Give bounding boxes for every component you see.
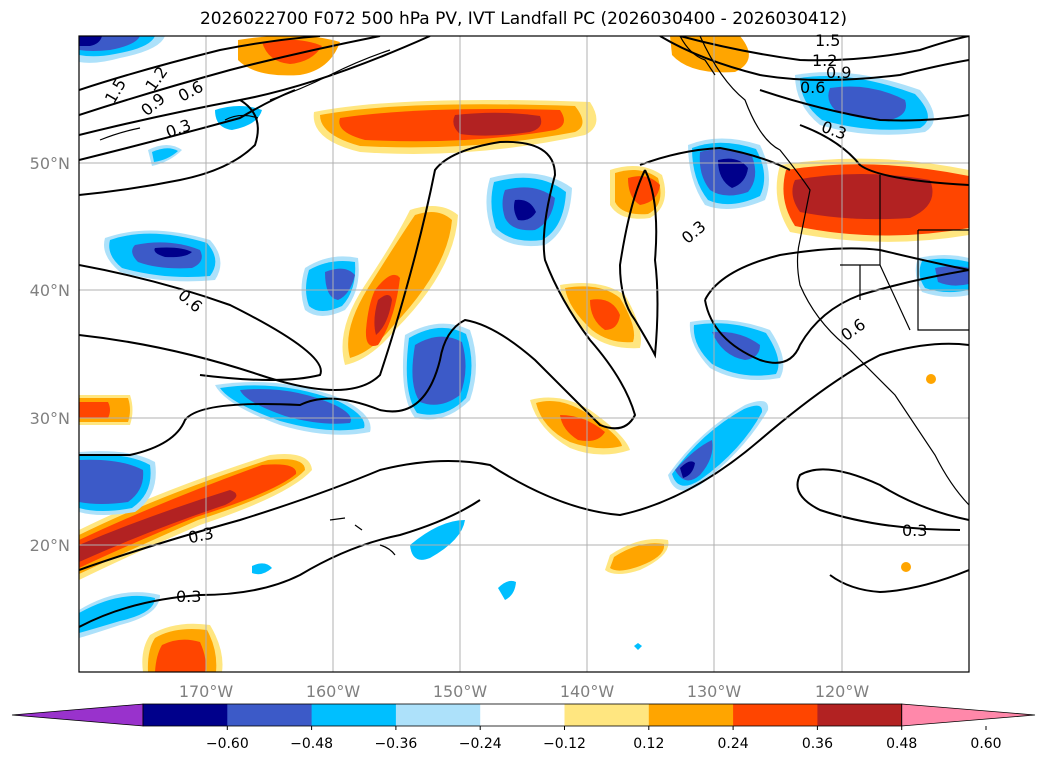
graticule	[79, 36, 969, 672]
colorbar-segment	[311, 704, 397, 726]
colorbar-segment	[395, 704, 481, 726]
colorbar: −0.60 −0.48 −0.36 −0.24 −0.12 0.12 0.24 0.36 0.4…	[11, 703, 1036, 752]
lon-label-130w: 130°W	[687, 682, 742, 701]
colorbar-tick-label: 0.60	[970, 736, 1001, 752]
map-frame	[78, 35, 970, 673]
colorbar-segment	[733, 704, 818, 726]
lat-label-50n: 50°N	[30, 154, 70, 173]
colorbar-segment	[817, 704, 903, 726]
lon-label-150w: 150°W	[433, 682, 488, 701]
colorbar-tick-label: 0.24	[718, 736, 749, 752]
colorbar-tick-label: −0.24	[459, 736, 502, 752]
contour-label: 0.3	[902, 521, 927, 540]
colorbar-extend-max	[901, 703, 1036, 727]
lat-label-30n: 30°N	[30, 409, 70, 428]
colorbar-segment	[480, 704, 565, 726]
contour-label: 0.6	[800, 78, 825, 97]
colorbar-segment	[648, 704, 734, 726]
colorbar-tick-label: −0.48	[290, 736, 333, 752]
colorbar-tick-label: −0.36	[374, 736, 417, 752]
lat-label-40n: 40°N	[30, 281, 70, 300]
coastlines	[99, 36, 969, 556]
colorbar-segment	[143, 704, 228, 726]
lon-label-160w: 160°W	[306, 682, 361, 701]
contour-label: 0.3	[186, 523, 215, 547]
contour-label: 1.2	[812, 51, 837, 70]
colorbar-segment	[227, 704, 313, 726]
contour-label: 1.5	[815, 31, 840, 50]
contour-label: 0.3	[176, 587, 201, 606]
lon-axis-labels: 170°W 160°W 150°W 140°W 130°W 120°W	[179, 682, 870, 701]
pv-contour-lines	[79, 36, 969, 628]
colorbar-tick-label: 0.12	[633, 736, 664, 752]
colorbar-tick-label: 0.36	[802, 736, 833, 752]
contour-label: 0.9	[826, 63, 851, 82]
lon-label-120w: 120°W	[815, 682, 870, 701]
lat-label-20n: 20°N	[30, 536, 70, 555]
lon-label-170w: 170°W	[179, 682, 234, 701]
lat-axis-labels: 50°N 40°N 30°N 20°N	[30, 154, 70, 555]
colorbar-segment	[564, 704, 650, 726]
colorbar-extend-min	[11, 703, 144, 727]
map-title: 2026022700 F072 500 hPa PV, IVT Landfall…	[199, 9, 847, 29]
pv-anomaly-fills	[79, 36, 969, 672]
colorbar-frame	[142, 703, 903, 727]
colorbar-tick-label: −0.12	[543, 736, 586, 752]
lon-label-140w: 140°W	[560, 682, 615, 701]
colorbar-tick-label: −0.60	[206, 736, 249, 752]
colorbar-tick-label: 0.48	[886, 736, 917, 752]
